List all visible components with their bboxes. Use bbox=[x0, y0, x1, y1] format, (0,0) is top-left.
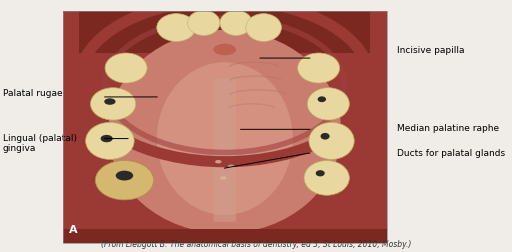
Text: A: A bbox=[69, 225, 78, 235]
Ellipse shape bbox=[157, 14, 196, 41]
FancyBboxPatch shape bbox=[79, 11, 370, 53]
Ellipse shape bbox=[214, 44, 236, 55]
Ellipse shape bbox=[307, 88, 349, 120]
Ellipse shape bbox=[228, 165, 234, 168]
Ellipse shape bbox=[91, 88, 136, 120]
Ellipse shape bbox=[309, 122, 354, 160]
Ellipse shape bbox=[105, 53, 147, 83]
Text: Incisive papilla: Incisive papilla bbox=[397, 46, 464, 55]
Ellipse shape bbox=[215, 160, 222, 164]
Text: Palatal rugae: Palatal rugae bbox=[3, 89, 62, 98]
Ellipse shape bbox=[317, 96, 326, 102]
Ellipse shape bbox=[95, 161, 154, 200]
Ellipse shape bbox=[297, 53, 339, 83]
Ellipse shape bbox=[157, 62, 293, 215]
Text: Median palatine raphe: Median palatine raphe bbox=[397, 124, 499, 133]
Ellipse shape bbox=[246, 14, 282, 41]
Ellipse shape bbox=[116, 171, 133, 180]
Ellipse shape bbox=[86, 122, 134, 160]
Ellipse shape bbox=[304, 161, 349, 195]
Ellipse shape bbox=[104, 98, 116, 105]
Text: Ducts for palatal glands: Ducts for palatal glands bbox=[397, 149, 505, 158]
Ellipse shape bbox=[100, 135, 113, 142]
FancyBboxPatch shape bbox=[214, 78, 236, 222]
Bar bbox=[63, 229, 387, 243]
Ellipse shape bbox=[108, 30, 342, 233]
Ellipse shape bbox=[220, 176, 226, 180]
Ellipse shape bbox=[220, 10, 252, 35]
Ellipse shape bbox=[316, 170, 325, 176]
Text: Lingual (palatal)
gingiva: Lingual (palatal) gingiva bbox=[3, 134, 77, 153]
Ellipse shape bbox=[321, 133, 330, 140]
Text: (From Liebgott B: The anatomical basis of dentistry, ed 3, St Louis, 2010, Mosby: (From Liebgott B: The anatomical basis o… bbox=[101, 240, 411, 249]
Ellipse shape bbox=[187, 10, 220, 35]
